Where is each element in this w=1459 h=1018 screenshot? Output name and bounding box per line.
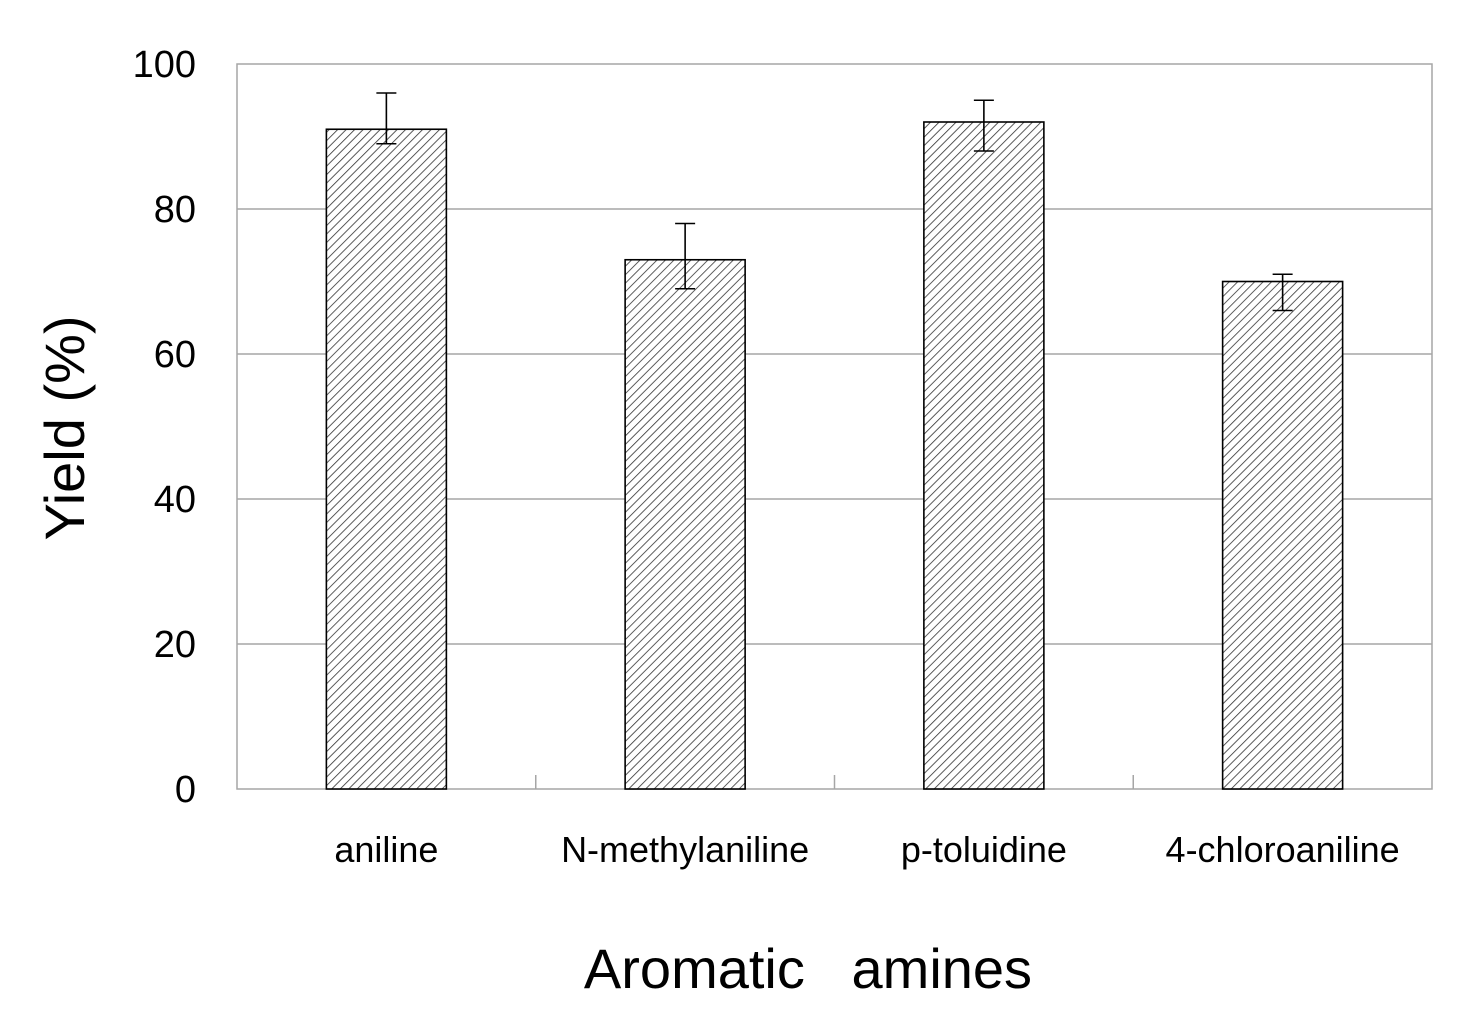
error-bars [376,92,1293,312]
bar-2 [923,121,1045,790]
x-tick-marks [535,775,1134,789]
y-tick-label: 40 [154,479,196,521]
x-axis-title: Aromatic amines [584,937,1032,1000]
error-bar-0 [376,92,397,145]
category-label: p-toluidine [901,829,1067,870]
category-labels: aniline N-methylaniline p-toluidine 4-chlor… [334,829,1399,870]
y-axis-title: Yield (%) [33,315,96,540]
y-tick-labels: 0 20 40 60 80 100 [133,44,196,811]
error-bar-3 [1272,273,1293,312]
y-tick-label: 0 [175,769,196,811]
y-tick-label: 80 [154,189,196,231]
bar-1 [624,258,746,790]
error-bar-1 [675,222,696,290]
category-label: 4-chloroaniline [1166,829,1400,870]
category-label: aniline [334,829,438,870]
error-bar-2 [973,99,994,152]
y-tick-label: 20 [154,624,196,666]
bar-0 [325,128,448,790]
category-label: N-methylaniline [561,829,809,870]
y-tick-label: 60 [154,334,196,376]
y-tick-label: 100 [133,44,196,86]
bar-3 [1221,280,1344,790]
bars [325,121,1344,790]
